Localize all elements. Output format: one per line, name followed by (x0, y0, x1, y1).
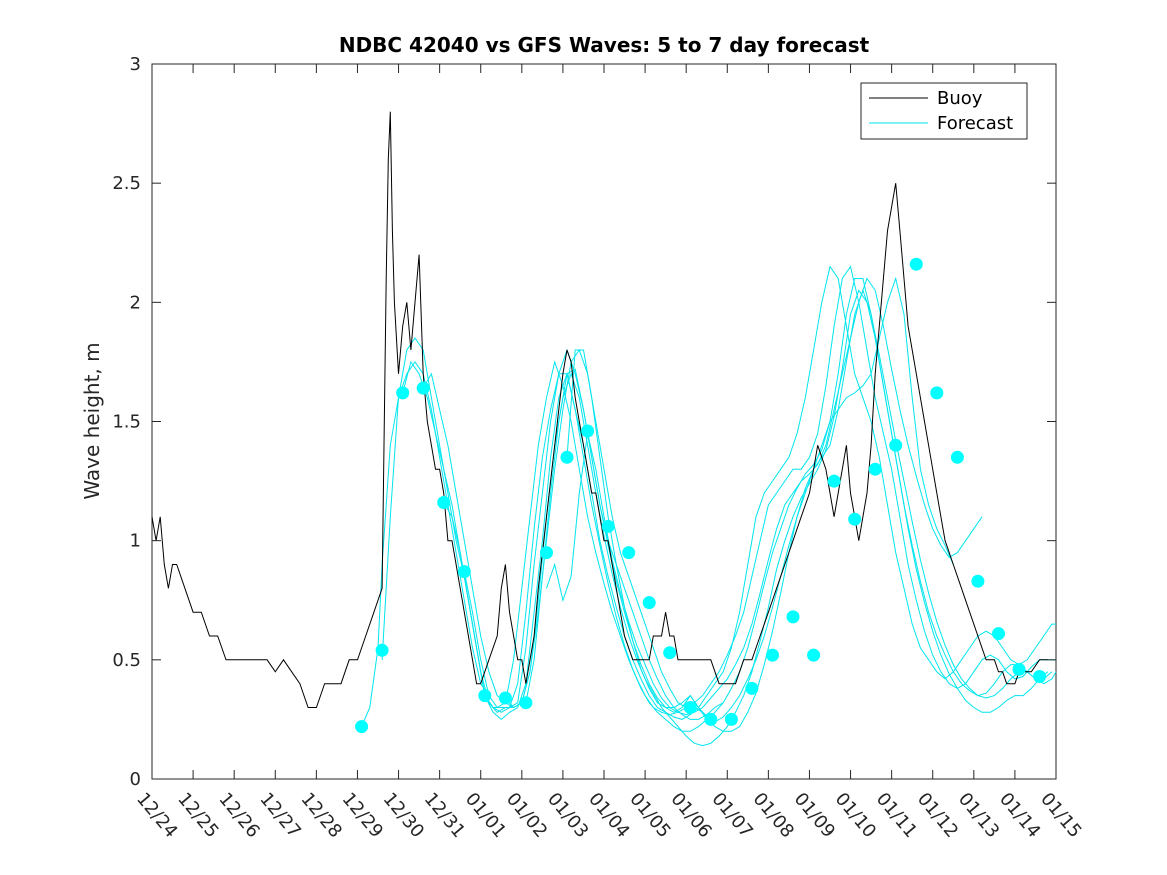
forecast-marker-19 (724, 712, 738, 726)
forecast-marker-15 (642, 596, 656, 610)
forecast-marker-8 (498, 691, 512, 705)
y-tick-label-3: 1.5 (112, 412, 141, 433)
y-tick-label-0: 0 (130, 769, 141, 790)
forecast-marker-30 (950, 450, 964, 464)
forecast-marker-31 (971, 574, 985, 588)
buoy-line (151, 111, 1048, 708)
y-axis-label: Wave height, m (80, 342, 104, 499)
forecast-marker-24 (827, 474, 841, 488)
forecast-marker-20 (745, 681, 759, 695)
forecast-marker-33 (1012, 662, 1026, 676)
forecast-marker-26 (868, 462, 882, 476)
forecast-marker-13 (601, 519, 615, 533)
forecast-marker-7 (478, 689, 492, 703)
forecast-line-7 (484, 278, 1053, 732)
forecast-marker-22 (786, 610, 800, 624)
forecast-marker-32 (992, 627, 1005, 641)
forecast-line-9 (525, 288, 1057, 732)
y-tick-label-2: 1 (130, 531, 141, 552)
forecast-marker-34 (1033, 670, 1047, 683)
forecast-marker-29 (930, 386, 944, 400)
forecast-marker-3 (396, 386, 410, 400)
forecast-marker-23 (807, 648, 821, 662)
y-tick-label-4: 2 (130, 292, 141, 313)
forecast-line-5 (443, 265, 1056, 721)
forecast-marker-25 (848, 512, 862, 526)
forecast-marker-5 (437, 496, 451, 509)
forecast-marker-1 (355, 720, 369, 734)
y-tick-label-1: 0.5 (112, 650, 141, 671)
forecast-marker-6 (457, 565, 471, 579)
forecast-marker-14 (622, 546, 636, 560)
forecast-marker-10 (540, 546, 553, 560)
forecast-line-10 (546, 277, 983, 716)
forecast-marker-18 (704, 712, 718, 726)
forecast-marker-4 (416, 381, 430, 395)
forecast-marker-28 (909, 257, 923, 271)
legend: Buoy Forecast (860, 82, 1028, 140)
forecast-marker-16 (663, 646, 677, 660)
forecast-line-11 (566, 276, 954, 723)
legend-forecast-label: Forecast (937, 113, 1013, 134)
legend-buoy-label: Buoy (937, 88, 983, 109)
forecast-markers (355, 257, 1047, 734)
forecast-marker-9 (519, 696, 533, 710)
forecast-marker-12 (581, 424, 595, 438)
chart-title: NDBC 42040 vs GFS Waves: 5 to 7 day fore… (339, 33, 870, 57)
plot-area: 00.511.522.53 12/2412/2512/2612/2712/281… (112, 54, 1085, 842)
buoy-line-group (151, 111, 1048, 708)
forecast-marker-27 (889, 438, 903, 452)
forecast-marker-2 (375, 643, 389, 657)
forecast-marker-17 (683, 701, 697, 714)
y-tick-label-6: 3 (130, 54, 141, 75)
y-axis: 0 0.5 1 1.5 2 2.5 3 (112, 54, 1056, 790)
forecast-marker-11 (560, 450, 574, 464)
axes-box (151, 63, 1057, 780)
forecast-marker-21 (766, 648, 779, 662)
y-tick-label-5: 2.5 (112, 173, 141, 194)
legend-box (860, 82, 1028, 140)
forecast-line-3 (402, 348, 724, 720)
